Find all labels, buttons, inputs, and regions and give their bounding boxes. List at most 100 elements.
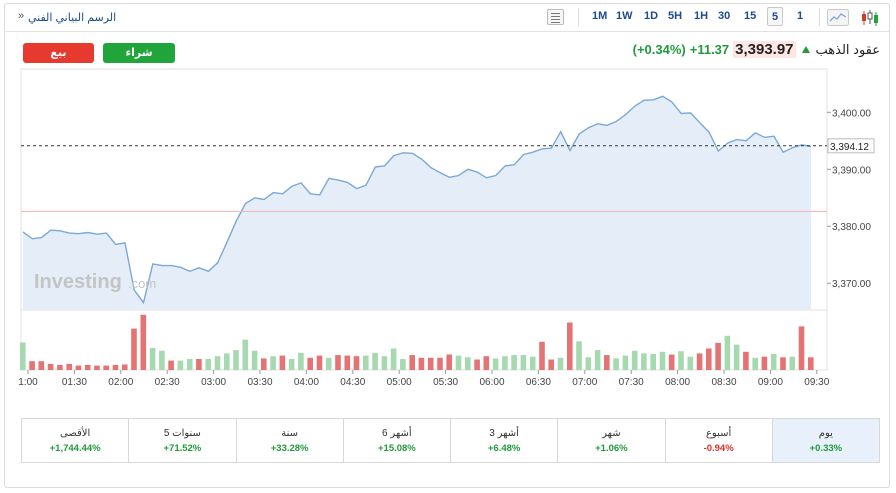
- timeframe-15[interactable]: 15: [744, 10, 757, 22]
- volume-bar: [492, 358, 499, 370]
- volume-bar: [752, 357, 758, 370]
- volume-bar: [687, 356, 694, 370]
- toolbar-divider: [578, 8, 579, 26]
- volume-bar: [131, 328, 137, 370]
- timeframe-1W[interactable]: 1W: [616, 10, 633, 22]
- timeframe-1M[interactable]: 1M: [592, 10, 608, 22]
- volume-bar: [335, 355, 341, 370]
- volume-bar: [316, 355, 323, 370]
- timeframe-1D[interactable]: 1D: [644, 10, 659, 22]
- timeframe-5[interactable]: 5: [767, 7, 784, 26]
- y-tick-label: 3,370.00: [832, 279, 871, 290]
- volume-bar: [604, 355, 610, 370]
- table-view-icon[interactable]: [547, 9, 564, 25]
- x-tick-label: 02:00: [108, 377, 133, 388]
- volume-bar: [659, 351, 666, 370]
- toolbar-divider: [819, 8, 820, 26]
- volume-bar: [641, 353, 647, 370]
- volume-bar: [47, 363, 54, 370]
- volume-bar: [650, 354, 656, 370]
- volume-bar: [381, 356, 388, 370]
- perf-label: 6 أشهر: [382, 428, 412, 439]
- volume-bar: [325, 357, 332, 370]
- timeframe-5H[interactable]: 5H: [668, 10, 683, 22]
- quote-header: (+0.34%) +11.37 3,393.97 عقود الذهب: [633, 41, 880, 58]
- x-tick-label: 04:30: [340, 377, 365, 388]
- x-tick-label: 09:30: [804, 377, 829, 388]
- timeframe-30[interactable]: 30: [718, 10, 731, 22]
- perf-5y[interactable]: 5 سنوات +71.52%: [128, 419, 236, 462]
- perf-6m[interactable]: 6 أشهر +15.08%: [342, 419, 450, 462]
- x-tick-label: 1:00: [18, 377, 38, 388]
- x-tick-label: 08:00: [665, 377, 690, 388]
- volume-bar: [390, 348, 397, 370]
- volume-bar: [770, 354, 777, 370]
- volume-bar: [780, 357, 786, 370]
- volume-bar: [465, 357, 471, 370]
- perf-1m[interactable]: شهر +1.06%: [557, 419, 665, 462]
- perf-value: +1,744.44%: [49, 443, 101, 454]
- area-chart-icon[interactable]: [827, 9, 849, 26]
- perf-value: +1.06%: [595, 443, 628, 454]
- current-price-marker: 3,394.12: [21, 138, 875, 154]
- price-chart[interactable]: 3,400.00 3,390.00 3,380.00 3,370.00 1:00 01:…: [0, 0, 896, 400]
- y-tick-label: 3,390.00: [832, 165, 871, 176]
- volume-bar: [20, 342, 26, 370]
- perf-1w[interactable]: أسبوع -0.94%: [664, 419, 772, 462]
- investing-watermark-suffix: .com: [128, 276, 156, 291]
- instrument-name: عقود الذهب: [815, 41, 880, 57]
- perf-label: شهر: [602, 428, 621, 439]
- volume-bar: [539, 341, 545, 370]
- volume-bar: [437, 357, 443, 370]
- volume-bar: [743, 351, 749, 370]
- perf-1d[interactable]: يوم +0.33%: [771, 419, 879, 462]
- perf-label: أسبوع: [705, 428, 732, 439]
- volume-bar: [205, 359, 211, 370]
- volume-bar: [177, 360, 184, 370]
- performance-table: الأقصى +1,744.44% 5 سنوات +71.52% سنة +3…: [21, 418, 880, 463]
- volume-bar: [594, 350, 601, 370]
- volume-bar: [511, 355, 517, 370]
- volume-bar: [798, 326, 805, 370]
- current-price-tag: [827, 138, 875, 154]
- volume-bar: [363, 355, 369, 370]
- perf-1y[interactable]: سنة +33.28%: [235, 419, 343, 462]
- volume-bar: [706, 348, 712, 370]
- perf-value: +33.28%: [270, 443, 309, 454]
- volume-bar: [761, 356, 768, 370]
- volume-bar: [224, 353, 230, 370]
- x-axis: 1:00 01:30 02:00 02:30 03:00 03:30 04:00 04:30 0…: [18, 370, 830, 388]
- volume-bars: [20, 314, 814, 370]
- volume-bar: [122, 364, 128, 370]
- volume-bar: [149, 347, 156, 370]
- volume-bar: [733, 344, 740, 370]
- volume-bar: [214, 356, 221, 370]
- change-value: +11.37: [689, 42, 730, 57]
- perf-max[interactable]: الأقصى +1,744.44%: [22, 419, 129, 462]
- volume-bar: [520, 355, 527, 370]
- volume-bar: [427, 357, 434, 370]
- volume-bar: [251, 350, 258, 370]
- buy-button[interactable]: شراء: [103, 43, 175, 63]
- volume-bar: [529, 356, 536, 370]
- candlestick-chart-icon[interactable]: [859, 9, 881, 27]
- x-tick-label: 03:00: [201, 377, 226, 388]
- collapse-chevron-icon[interactable]: »: [18, 10, 25, 22]
- volume-bar: [678, 351, 684, 370]
- y-tick-label: 3,380.00: [832, 222, 871, 233]
- volume-bar: [455, 355, 462, 370]
- y-tick-label: 3,400.00: [832, 108, 871, 119]
- price-area: [22, 95, 812, 310]
- volume-bar: [270, 356, 276, 370]
- x-tick-label: 06:30: [526, 377, 551, 388]
- timeframe-1H[interactable]: 1H: [694, 10, 709, 22]
- chart-title-link[interactable]: الرسم البياني الفني: [28, 12, 117, 24]
- timeframe-1[interactable]: 1: [797, 10, 804, 22]
- perf-3m[interactable]: 3 أشهر +6.48%: [450, 419, 558, 462]
- x-tick-label: 05:30: [433, 377, 458, 388]
- perf-value: +0.33%: [809, 443, 843, 454]
- volume-bar: [409, 355, 415, 370]
- sell-button[interactable]: بيع: [23, 43, 94, 63]
- perf-label: يوم: [818, 428, 833, 439]
- x-tick-label: 01:30: [62, 377, 87, 388]
